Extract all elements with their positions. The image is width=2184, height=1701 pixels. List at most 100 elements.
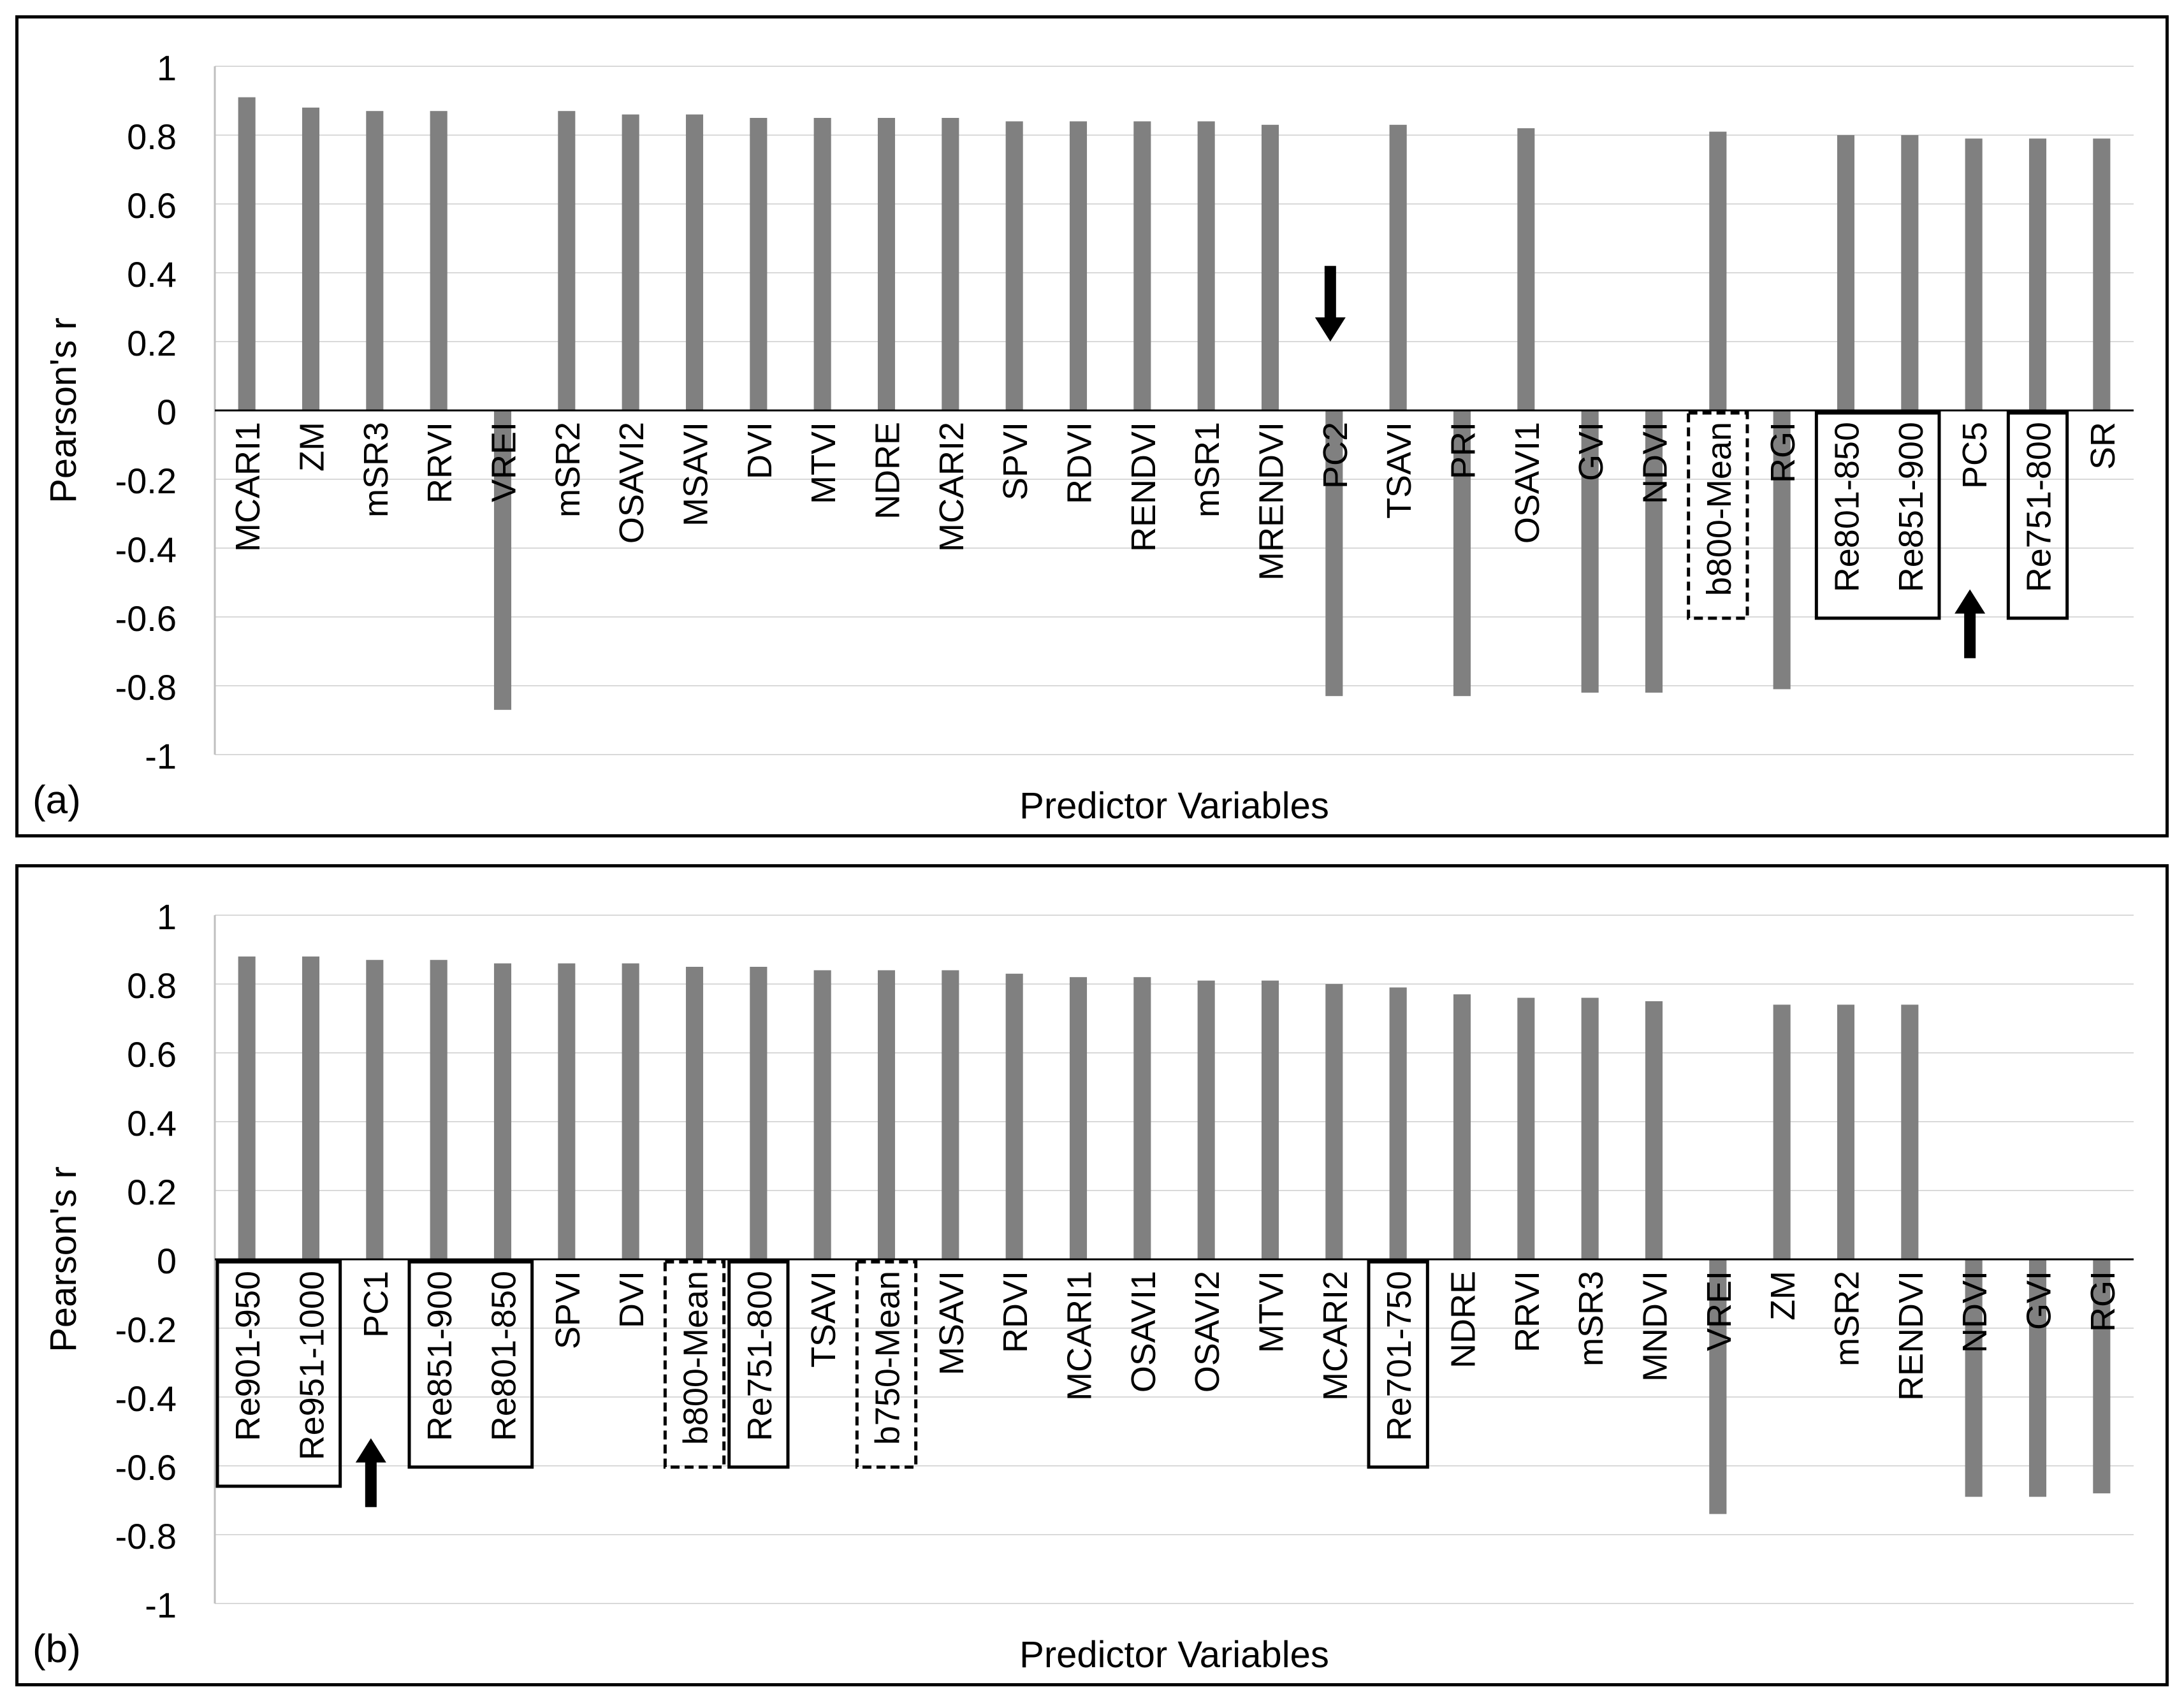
panel-label-a: (a) bbox=[33, 778, 81, 822]
category-label-RGI: RGI bbox=[1764, 422, 1802, 483]
chart-a: 1 0.8 0.6 0.4 0.2 0 -0.2 -0.4 -0.6 -0.8 -1 MCARI1 ZM… bbox=[43, 48, 2134, 827]
bar-TSAVI bbox=[813, 970, 831, 1259]
category-label-GVI: GVI bbox=[1572, 422, 1610, 481]
bar-mSR1 bbox=[1197, 121, 1215, 410]
bar-SR bbox=[2093, 138, 2111, 410]
category-label-NDRE: NDRE bbox=[1445, 1271, 1483, 1368]
category-label-RDVI: RDVI bbox=[996, 1271, 1035, 1353]
dashed-highlight-box bbox=[663, 1260, 726, 1469]
category-label-SPVI: SPVI bbox=[549, 1271, 587, 1349]
category-label-GVI: GVI bbox=[2020, 1271, 2058, 1330]
y-tick-label: -0.2 bbox=[115, 461, 177, 501]
category-label-MNDVI: MNDVI bbox=[1636, 1271, 1675, 1382]
category-label-Re701-750: Re701-750 bbox=[1380, 1271, 1418, 1441]
bar-MSAVI bbox=[942, 970, 959, 1259]
bar-Re851-900 bbox=[1901, 135, 1919, 410]
category-label-Re751-800: Re751-800 bbox=[741, 1271, 779, 1441]
bar-RDVI bbox=[1069, 121, 1088, 410]
category-label-mSR3: mSR3 bbox=[1572, 1271, 1610, 1366]
bar-PC2 bbox=[1325, 410, 1343, 697]
bar-Re751-800 bbox=[750, 967, 768, 1259]
y-tick-label: 0.4 bbox=[127, 254, 177, 294]
y-tick-label: -0.4 bbox=[115, 530, 177, 570]
category-label-TSAVI: TSAVI bbox=[1380, 422, 1418, 519]
arrow-up-icon bbox=[355, 1438, 386, 1507]
bar-NDVI bbox=[1645, 410, 1663, 693]
highlight-box bbox=[215, 1260, 342, 1488]
chart-panel-a: 1 0.8 0.6 0.4 0.2 0 -0.2 -0.4 -0.6 -0.8 -1 MCARI1 ZM… bbox=[15, 15, 2169, 837]
bar-NDVI bbox=[1965, 1259, 1983, 1497]
y-tick-label: -0.2 bbox=[115, 1310, 177, 1350]
bar-VREI bbox=[493, 410, 512, 710]
bar-b800-Mean bbox=[1709, 131, 1727, 410]
bar-NDRE bbox=[1453, 994, 1471, 1259]
y-tick-label: -1 bbox=[145, 1585, 177, 1625]
category-label-NDVI: NDVI bbox=[1636, 422, 1675, 504]
bar-Re801-850 bbox=[493, 963, 512, 1259]
highlight-box bbox=[2006, 411, 2069, 620]
y-tick-label: 0.8 bbox=[127, 117, 177, 157]
y-axis-title: Pearson's r bbox=[43, 317, 84, 503]
y-tick-label: -0.6 bbox=[115, 598, 177, 639]
arrow-down-icon bbox=[1314, 266, 1346, 342]
category-label-DVI: DVI bbox=[613, 1271, 651, 1328]
bar-Re951-1000 bbox=[302, 956, 320, 1259]
category-label-PC2: PC2 bbox=[1316, 422, 1355, 489]
category-label-b800-Mean: b800-Mean bbox=[677, 1271, 715, 1445]
bar-Re801-850 bbox=[1837, 135, 1855, 410]
bar-mSR3 bbox=[1581, 997, 1599, 1259]
bar-GVI bbox=[1581, 410, 1599, 693]
category-label-PRI: PRI bbox=[1445, 422, 1483, 479]
y-tick-label: 0.4 bbox=[127, 1103, 177, 1143]
category-label-ZM: ZM bbox=[293, 422, 331, 472]
bar-OSAVI2 bbox=[1197, 980, 1215, 1259]
y-tick-label: -1 bbox=[145, 736, 177, 776]
category-label-Re851-900: Re851-900 bbox=[1892, 422, 1930, 592]
highlight-box bbox=[727, 1260, 790, 1469]
category-label-OSAVI1: OSAVI1 bbox=[1125, 1271, 1163, 1393]
bar-NDRE bbox=[877, 118, 896, 410]
x-axis-title: Predictor Variables bbox=[1019, 785, 1329, 827]
category-label-RRVI: RRVI bbox=[421, 422, 459, 503]
category-label-NDRE: NDRE bbox=[869, 422, 907, 519]
y-tick-label: -0.6 bbox=[115, 1447, 177, 1487]
category-label-MSAVI: MSAVI bbox=[933, 1271, 971, 1375]
bar-mSR2 bbox=[558, 111, 576, 410]
bar-OSAVI1 bbox=[1133, 977, 1151, 1259]
bar-OSAVI2 bbox=[622, 114, 639, 410]
dashed-highlight-box bbox=[855, 1260, 918, 1469]
bar-RRVI bbox=[430, 111, 448, 410]
category-label-MRENDVI: MRENDVI bbox=[1253, 422, 1291, 581]
chart-panel-b: 1 0.8 0.6 0.4 0.2 0 -0.2 -0.4 -0.6 -0.8 -1 Re901-95… bbox=[15, 864, 2169, 1686]
category-label-DVI: DVI bbox=[741, 422, 779, 479]
panel-label-b: (b) bbox=[33, 1627, 81, 1671]
category-label-MCARI2: MCARI2 bbox=[1316, 1271, 1355, 1401]
category-label-Re801-850: Re801-850 bbox=[485, 1271, 523, 1441]
bar-RENDVI bbox=[1133, 121, 1151, 410]
category-label-RGI: RGI bbox=[2084, 1271, 2122, 1332]
category-label-b750-Mean: b750-Mean bbox=[869, 1271, 907, 1445]
x-axis-title: Predictor Variables bbox=[1019, 1634, 1329, 1676]
bar-PC1 bbox=[366, 960, 384, 1259]
bar-PC5 bbox=[1965, 138, 1983, 410]
bar-ZM bbox=[1773, 1004, 1791, 1259]
bar-Re701-750 bbox=[1389, 987, 1407, 1259]
bar-MCARI1 bbox=[238, 97, 256, 410]
y-tick-label: 0.8 bbox=[127, 966, 177, 1006]
bar-GVI bbox=[2028, 1259, 2047, 1497]
category-label-Re801-850: Re801-850 bbox=[1828, 422, 1867, 592]
category-label-NDVI: NDVI bbox=[1956, 1271, 1994, 1353]
dashed-highlight-box bbox=[1687, 411, 1749, 620]
highlight-box bbox=[1814, 411, 1941, 620]
arrow-up-icon bbox=[1955, 589, 1986, 658]
category-label-SR: SR bbox=[2084, 422, 2122, 470]
y-tick-label: 0.6 bbox=[127, 1034, 177, 1075]
category-label-OSAVI2: OSAVI2 bbox=[613, 422, 651, 544]
bar-MRENDVI bbox=[1261, 124, 1279, 411]
category-label-Re751-800: Re751-800 bbox=[2020, 422, 2058, 592]
category-label-MCARI1: MCARI1 bbox=[229, 422, 267, 552]
category-label-ZM: ZM bbox=[1764, 1271, 1802, 1321]
category-label-mSR2: mSR2 bbox=[1828, 1271, 1867, 1366]
bar-TSAVI bbox=[1389, 124, 1407, 411]
bar-b750-Mean bbox=[877, 970, 896, 1259]
